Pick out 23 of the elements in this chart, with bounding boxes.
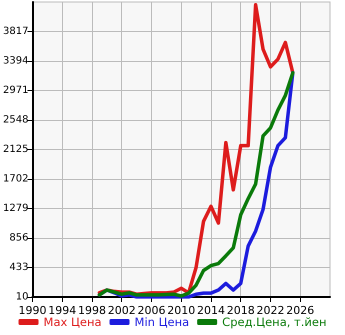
x-tick-label: 1990 [18, 304, 46, 317]
x-tick-label: 2026 [286, 304, 314, 317]
x-tick-label: 2018 [226, 304, 255, 317]
x-tick-label: 2022 [256, 304, 284, 317]
x-tick-label: 2014 [196, 304, 225, 317]
x-tick-label: 2002 [108, 304, 136, 317]
y-tick-label: 1702 [2, 174, 28, 184]
y-tick-label: 856 [9, 232, 28, 244]
x-tick-label: 1994 [48, 304, 76, 317]
x-tick-label: 2006 [137, 304, 166, 317]
legend-label: Max Цена [44, 315, 102, 329]
legend-label: Min Цена [134, 315, 190, 329]
y-tick-label: 1279 [2, 203, 28, 214]
x-tick-label: 1998 [78, 304, 106, 317]
y-tick-label: 2125 [2, 144, 28, 155]
legend-label: Сред.Цена, т.йен [222, 315, 326, 329]
y-tick-label: 10 [16, 292, 28, 302]
y-tick-label: 2548 [2, 114, 28, 126]
x-tick-label: 2010 [167, 304, 196, 317]
y-tick-label: 3394 [2, 56, 28, 66]
y-tick-label: 433 [9, 262, 28, 273]
y-tick-label: 2971 [2, 85, 28, 96]
y-tick-label: 3817 [2, 26, 28, 37]
